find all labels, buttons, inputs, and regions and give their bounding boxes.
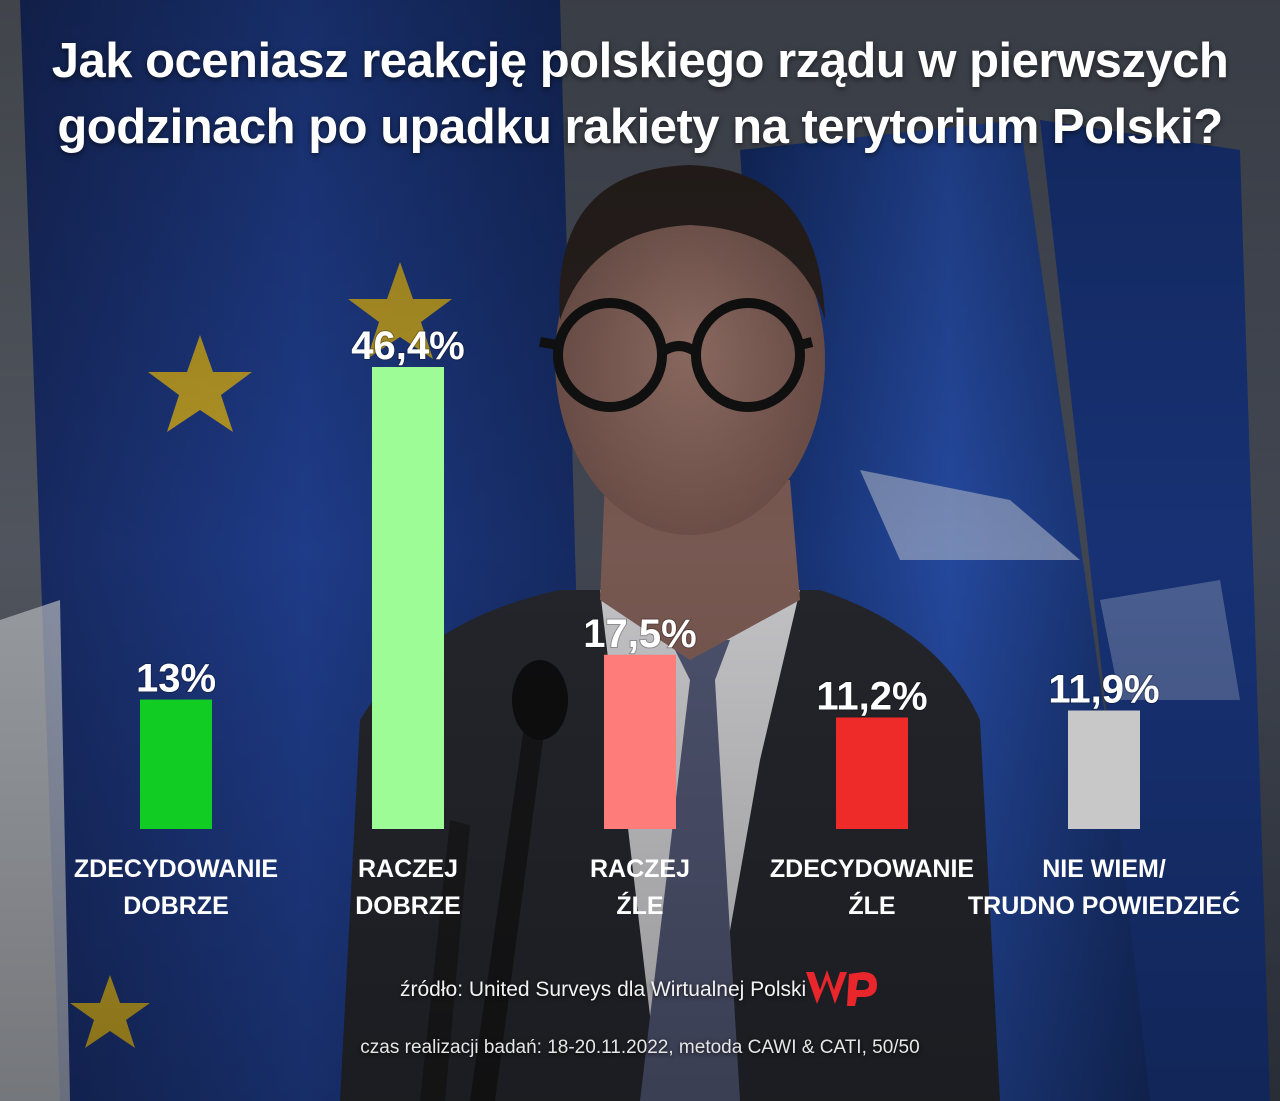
value-label-1: 13%: [136, 657, 216, 701]
bar-2: [372, 367, 444, 829]
category-label-5: NIE WIEM/TRUDNO POWIEDZIEĆ: [968, 855, 1240, 920]
value-label-2: 46,4%: [351, 324, 464, 368]
bar-4: [836, 717, 908, 829]
bar-3: [604, 655, 676, 829]
value-label-5: 11,9%: [1048, 668, 1159, 712]
bars-group: [140, 367, 1140, 829]
category-label-4: ZDECYDOWANIE ŹLE: [770, 855, 974, 920]
category-label-2: RACZEJ DOBRZE: [355, 855, 461, 920]
wp-logo: [803, 966, 881, 1010]
value-label-3: 17,5%: [583, 612, 696, 656]
category-labels-group: ZDECYDOWANIE DOBRZE RACZEJ DOBRZE RACZEJ ŹLE Z…: [74, 855, 1240, 920]
bar-5: [1068, 711, 1140, 829]
category-label-3: RACZEJ ŹLE: [590, 855, 690, 920]
survey-meta: czas realizacji badań: 18-20.11.2022, me…: [0, 1037, 1280, 1059]
bar-1: [140, 700, 212, 829]
value-label-4: 11,2%: [816, 674, 927, 718]
source-text: źródło: United Surveys dla Wirtualnej Po…: [400, 978, 806, 1002]
category-label-1: ZDECYDOWANIE DOBRZE: [74, 855, 278, 920]
